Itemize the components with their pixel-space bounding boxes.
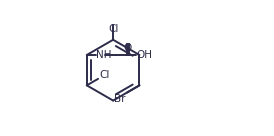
Text: Cl: Cl xyxy=(108,24,118,34)
Text: Cl: Cl xyxy=(99,70,110,80)
Text: NH: NH xyxy=(96,50,112,60)
Text: O: O xyxy=(124,43,132,53)
Text: OH: OH xyxy=(137,50,153,60)
Text: Br: Br xyxy=(114,94,125,104)
